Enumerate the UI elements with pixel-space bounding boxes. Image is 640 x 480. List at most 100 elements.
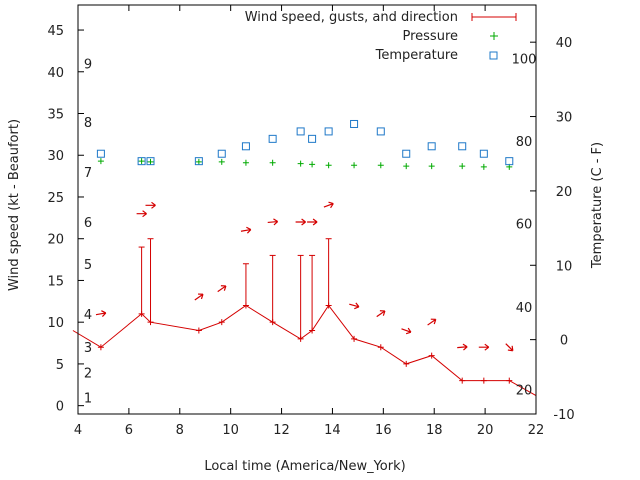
temperature-point [324, 127, 333, 136]
wind-direction-arrow [349, 302, 360, 310]
y-tick-label-left: 45 [47, 24, 64, 39]
wind-direction-arrow [295, 218, 306, 226]
fahrenheit-label: 100 [512, 53, 537, 68]
wind-speed-point [242, 302, 249, 309]
y-tick-label-left: 20 [47, 233, 64, 248]
beaufort-label: 9 [84, 57, 92, 72]
beaufort-label: 6 [84, 216, 92, 231]
temperature-point [296, 127, 305, 136]
wind-direction-arrow [145, 201, 156, 209]
wind-speed-point [403, 360, 410, 367]
plot-frame [77, 4, 537, 415]
temperature-point [194, 157, 203, 166]
tick-marks [77, 5, 537, 415]
wind-direction-arrow [217, 285, 227, 293]
y-tick-label-right: 10 [556, 259, 573, 274]
label-layer: 4 6 8 10 12 14 16 18 20 22051015202530354045-1001… [47, 24, 574, 438]
wind-speed-point [506, 377, 513, 384]
wind-speed-point [459, 377, 466, 384]
y-tick-label-left: 25 [47, 191, 64, 206]
pressure-point [428, 163, 435, 170]
wind-direction-arrow [267, 218, 279, 226]
temperature-point [137, 157, 146, 166]
x-tick-label: 6 [125, 423, 133, 438]
wind-direction-arrow [478, 343, 490, 351]
temperature-point [402, 149, 411, 158]
legend: Wind speed, gusts, and direction Pressur… [245, 10, 517, 63]
fahrenheit-label: 40 [516, 301, 533, 316]
wind-direction-arrow [457, 343, 468, 351]
pressure-point [218, 158, 225, 165]
y-tick-label-right: 0 [560, 334, 568, 349]
temperature-point [376, 127, 385, 136]
wind-speed-point [351, 335, 358, 342]
x-tick-label: 16 [375, 423, 392, 438]
wind-direction-arrow [323, 201, 334, 209]
wind-direction-arrow [136, 210, 147, 218]
beaufort-label: 2 [84, 366, 92, 381]
beaufort-label: 1 [84, 391, 92, 406]
y-tick-label-left: 0 [56, 400, 64, 415]
y-tick-label-left: 30 [47, 149, 64, 164]
temperature-point [458, 142, 467, 151]
y-tick-label-left: 40 [47, 66, 64, 81]
legend-swatch-pressure [490, 32, 498, 40]
wind-speed-point [138, 310, 145, 317]
legend-label-temperature: Temperature [375, 48, 458, 63]
pressure-point [377, 162, 384, 169]
temperature-point [350, 119, 359, 128]
wind-direction-arrow [95, 310, 107, 317]
beaufort-label: 7 [84, 166, 92, 181]
y-tick-label-left: 15 [47, 274, 64, 289]
x-tick-label: 18 [426, 423, 443, 438]
wind-speed-point [147, 319, 154, 326]
wind-speed-point [195, 327, 202, 334]
temperature-point [217, 149, 226, 158]
pressure-point [325, 162, 332, 169]
legend-swatch-wind [471, 13, 517, 21]
y-axis-label-right: Temperature (C - F) [590, 142, 605, 269]
x-tick-label: 8 [176, 423, 184, 438]
fahrenheit-label: 80 [516, 135, 533, 150]
wind-speed-point [325, 302, 332, 309]
fahrenheit-label: 20 [516, 383, 533, 398]
wind-speed-point [377, 344, 384, 351]
wind-speed-point [480, 377, 487, 384]
x-tick-label: 12 [273, 423, 290, 438]
pressure-point [459, 163, 466, 170]
beaufort-label: 3 [84, 341, 92, 356]
x-tick-label: 22 [528, 423, 545, 438]
pressure-point [269, 159, 276, 166]
beaufort-label: 5 [84, 258, 92, 273]
x-tick-label: 20 [477, 423, 494, 438]
wind-speed-point [297, 335, 304, 342]
temperature-point [427, 142, 436, 151]
temperature-point [96, 149, 105, 158]
temperature-point [479, 149, 488, 158]
x-tick-label: 4 [74, 423, 82, 438]
pressure-point [242, 159, 249, 166]
y-tick-label-right: 40 [556, 36, 573, 51]
wind-direction-arrow [240, 226, 252, 234]
pressure-point [97, 158, 104, 165]
wind-direction-arrow [376, 310, 386, 318]
wind-speed-point [428, 352, 435, 359]
y-tick-label-right: 30 [556, 111, 573, 126]
wind-speed-point [218, 319, 225, 326]
y-axis-label-left: Wind speed (kt - Beaufort) [7, 119, 22, 291]
wind-direction-arrow [505, 343, 514, 352]
temperature-point [308, 134, 317, 143]
temperature-point [146, 157, 155, 166]
temperature-point [241, 142, 250, 151]
pressure-point [351, 162, 358, 169]
wind-direction-arrow [427, 318, 437, 326]
pressure-point [480, 163, 487, 170]
temperature-point [268, 134, 277, 143]
wind-direction-arrow [307, 218, 318, 226]
wind-speed-point [269, 319, 276, 326]
x-axis-label: Local time (America/New_York) [204, 459, 405, 474]
x-tick-label: 14 [324, 423, 341, 438]
pressure-point [195, 158, 202, 165]
pressure-point [138, 158, 145, 165]
